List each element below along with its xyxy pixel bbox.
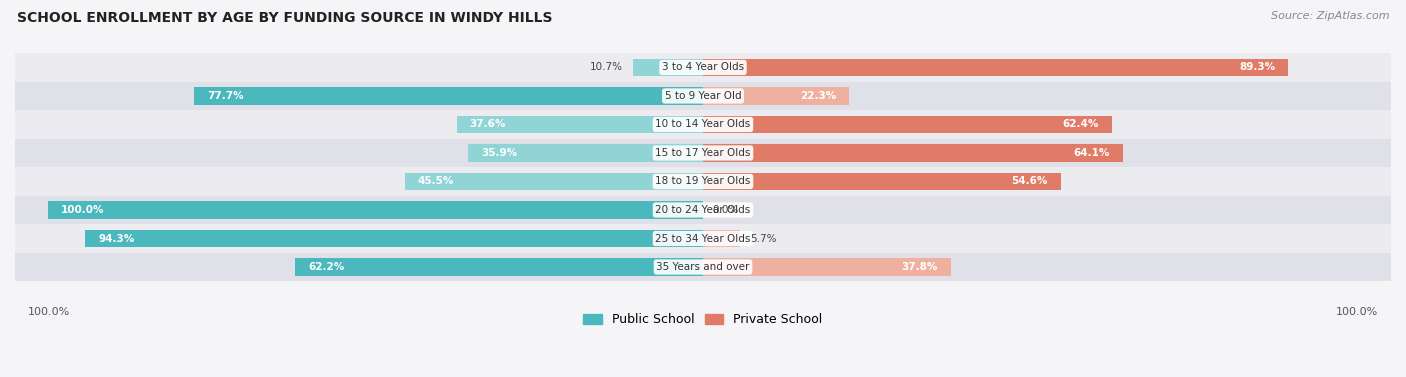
Bar bbox=[405, 173, 703, 190]
Text: 77.7%: 77.7% bbox=[207, 91, 243, 101]
Text: 45.5%: 45.5% bbox=[418, 176, 454, 187]
Bar bbox=[703, 144, 1123, 161]
Bar bbox=[633, 59, 703, 76]
Text: 0.0%: 0.0% bbox=[713, 205, 740, 215]
Text: 62.4%: 62.4% bbox=[1063, 120, 1098, 129]
Bar bbox=[86, 230, 703, 247]
Bar bbox=[15, 224, 1391, 253]
Text: 100.0%: 100.0% bbox=[1336, 307, 1378, 317]
Bar bbox=[15, 196, 1391, 224]
Bar bbox=[457, 116, 703, 133]
Text: 35 Years and over: 35 Years and over bbox=[657, 262, 749, 272]
Text: 20 to 24 Year Olds: 20 to 24 Year Olds bbox=[655, 205, 751, 215]
Bar bbox=[703, 87, 849, 104]
Text: 64.1%: 64.1% bbox=[1074, 148, 1109, 158]
Text: SCHOOL ENROLLMENT BY AGE BY FUNDING SOURCE IN WINDY HILLS: SCHOOL ENROLLMENT BY AGE BY FUNDING SOUR… bbox=[17, 11, 553, 25]
Text: 25 to 34 Year Olds: 25 to 34 Year Olds bbox=[655, 233, 751, 244]
Text: 37.8%: 37.8% bbox=[901, 262, 938, 272]
Bar bbox=[15, 167, 1391, 196]
Bar bbox=[15, 53, 1391, 82]
Text: 3 to 4 Year Olds: 3 to 4 Year Olds bbox=[662, 63, 744, 72]
Text: 10.7%: 10.7% bbox=[591, 63, 623, 72]
Bar bbox=[703, 259, 950, 276]
Text: 18 to 19 Year Olds: 18 to 19 Year Olds bbox=[655, 176, 751, 187]
Bar bbox=[15, 82, 1391, 110]
Bar bbox=[48, 201, 703, 219]
Text: 62.2%: 62.2% bbox=[308, 262, 344, 272]
Bar bbox=[703, 116, 1112, 133]
Bar bbox=[295, 259, 703, 276]
Bar bbox=[194, 87, 703, 104]
Text: 100.0%: 100.0% bbox=[60, 205, 104, 215]
Bar bbox=[15, 139, 1391, 167]
Text: 94.3%: 94.3% bbox=[98, 233, 135, 244]
Bar bbox=[703, 173, 1060, 190]
Text: 100.0%: 100.0% bbox=[28, 307, 70, 317]
Bar bbox=[15, 253, 1391, 281]
Bar bbox=[15, 110, 1391, 139]
Bar bbox=[703, 59, 1288, 76]
Text: 54.6%: 54.6% bbox=[1011, 176, 1047, 187]
Text: 22.3%: 22.3% bbox=[800, 91, 837, 101]
Text: 37.6%: 37.6% bbox=[470, 120, 506, 129]
Text: 89.3%: 89.3% bbox=[1239, 63, 1275, 72]
Text: 5.7%: 5.7% bbox=[751, 233, 776, 244]
Text: 10 to 14 Year Olds: 10 to 14 Year Olds bbox=[655, 120, 751, 129]
Text: 5 to 9 Year Old: 5 to 9 Year Old bbox=[665, 91, 741, 101]
Text: Source: ZipAtlas.com: Source: ZipAtlas.com bbox=[1271, 11, 1389, 21]
Bar bbox=[703, 230, 741, 247]
Text: 15 to 17 Year Olds: 15 to 17 Year Olds bbox=[655, 148, 751, 158]
Text: 35.9%: 35.9% bbox=[481, 148, 517, 158]
Legend: Public School, Private School: Public School, Private School bbox=[578, 308, 828, 331]
Bar bbox=[468, 144, 703, 161]
